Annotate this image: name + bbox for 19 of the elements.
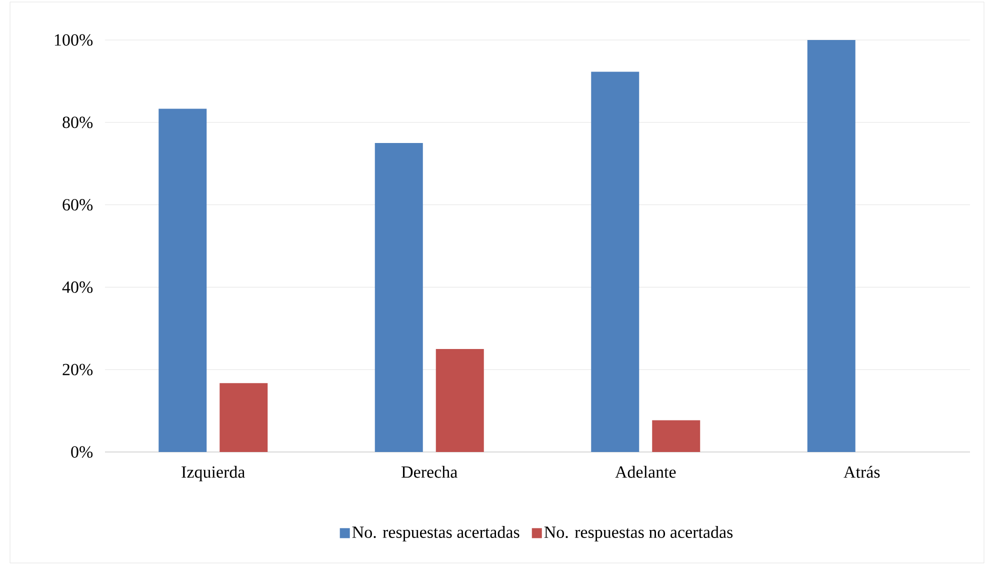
x-tick-label: Izquierda bbox=[182, 466, 245, 482]
y-tick-label: 80% bbox=[62, 116, 93, 128]
bar bbox=[220, 383, 268, 452]
bar bbox=[807, 40, 856, 452]
y-tick-label: 20% bbox=[62, 364, 93, 376]
x-tick-label: Adelante bbox=[615, 466, 676, 478]
bar bbox=[158, 108, 207, 452]
legend-label: No. respuestas no acertadas bbox=[544, 526, 733, 542]
x-tick-label: Atrás bbox=[844, 466, 880, 478]
legend-label: No. respuestas acertadas bbox=[352, 526, 520, 542]
bar bbox=[591, 72, 640, 452]
y-tick-label: 60% bbox=[62, 199, 93, 211]
y-tick-label: 100% bbox=[54, 34, 93, 46]
bar bbox=[652, 420, 700, 452]
y-tick-label: 0% bbox=[71, 446, 93, 458]
x-tick-label: Derecha bbox=[402, 466, 458, 478]
bar bbox=[374, 142, 423, 452]
bar bbox=[436, 348, 484, 452]
y-tick-label: 40% bbox=[62, 281, 93, 293]
